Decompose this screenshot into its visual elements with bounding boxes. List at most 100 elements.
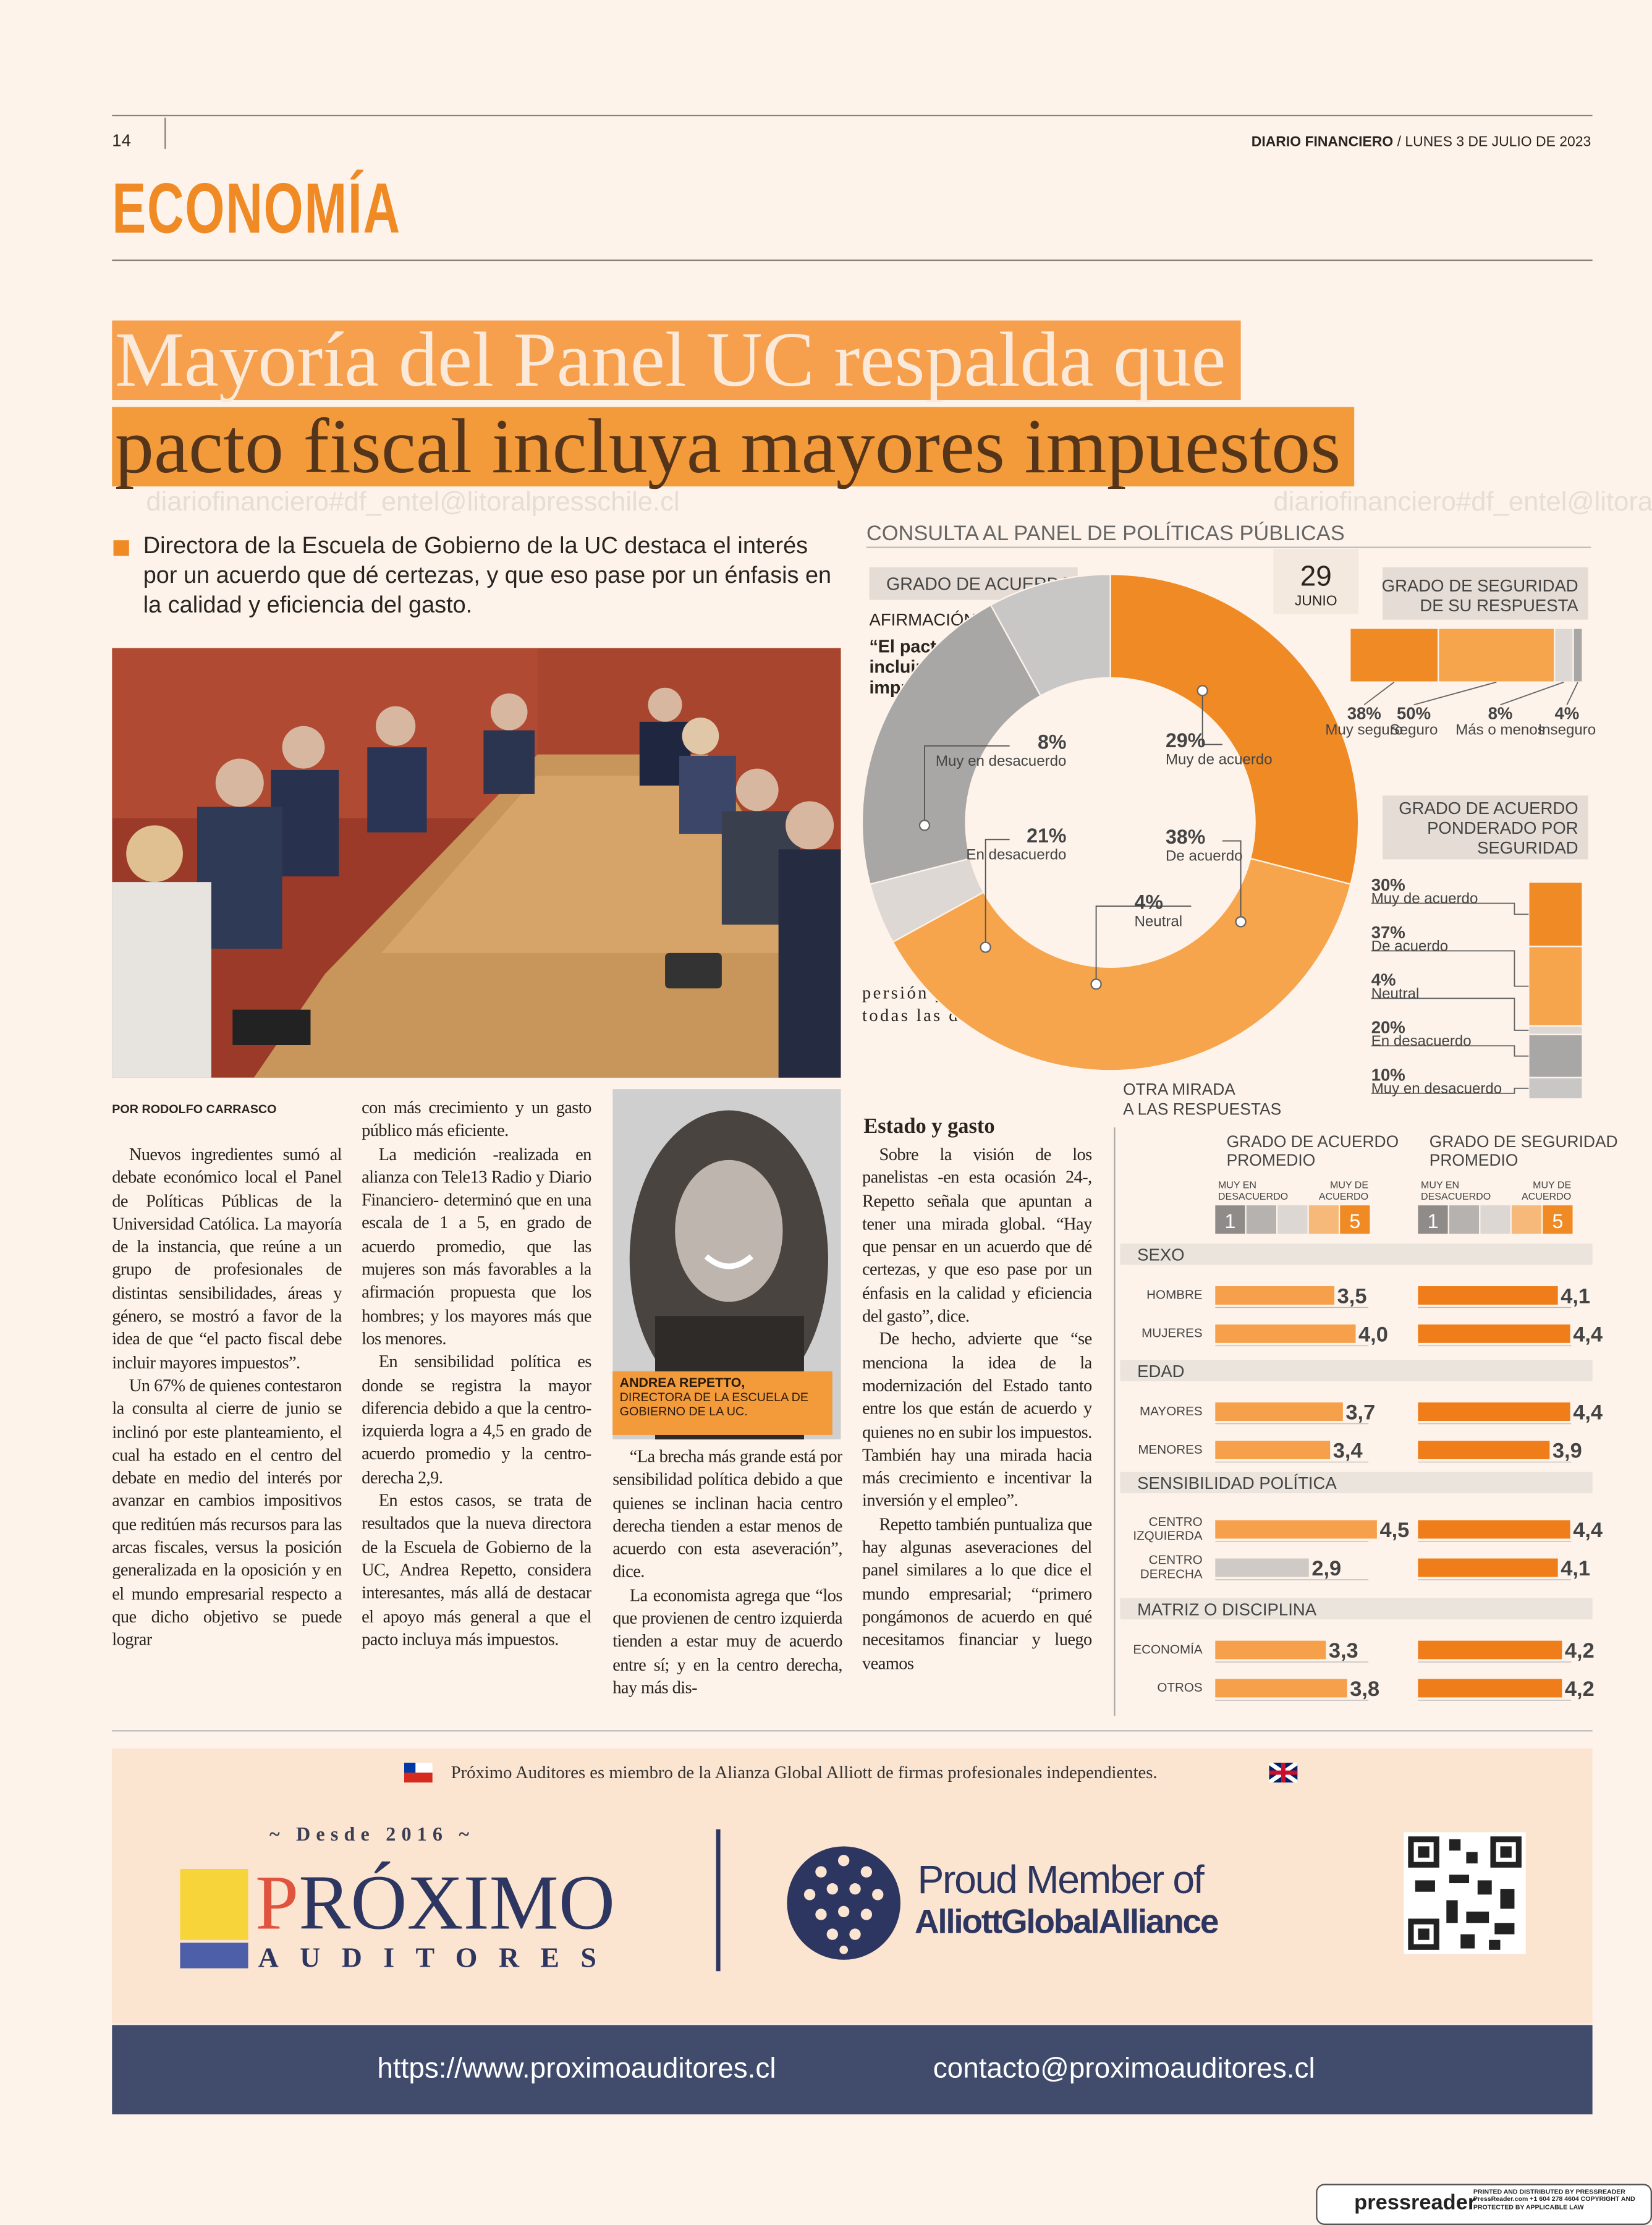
- bar: [1418, 1558, 1558, 1577]
- title-line: A LAS RESPUESTAS: [1123, 1100, 1281, 1118]
- leader-dot: [980, 941, 991, 953]
- bar-value: 4,2: [1565, 1639, 1595, 1663]
- donut-segment: [861, 604, 1042, 886]
- bar-value: 4,4: [1573, 1401, 1603, 1425]
- row-label: MUJERES: [1142, 1326, 1203, 1341]
- group-title: MATRIZ O DISCIPLINA: [1137, 1600, 1317, 1619]
- text-column: Nuevos ingredientes sumó al debate econó…: [112, 1143, 342, 1705]
- title-line: GRADO DE SEGURIDAD: [1382, 576, 1578, 595]
- date-day: 29: [1300, 560, 1332, 592]
- headline-line: Mayoría del Panel UC respalda que: [112, 320, 1240, 400]
- watermark: diariofinanciero#df_entel@litoralpressch…: [1273, 488, 1652, 518]
- bar-value: 3,8: [1350, 1677, 1379, 1701]
- bar-value: 3,4: [1333, 1439, 1363, 1463]
- value-label: 20%: [1371, 1017, 1405, 1036]
- bottom-rule: [112, 1730, 1593, 1732]
- leader-line: [924, 745, 1010, 826]
- bar-value: 3,7: [1345, 1401, 1375, 1425]
- category-label: En desacuerdo: [966, 846, 1066, 863]
- subheading: Estado y gasto: [863, 1116, 995, 1139]
- value-label: 37%: [1371, 923, 1405, 942]
- section-title: OTRA MIRADA A LAS RESPUESTAS: [1123, 1080, 1281, 1118]
- scale-line: DESACUERDO: [1218, 1191, 1288, 1202]
- advert-text: Próximo Auditores es miembro de la Alian…: [451, 1762, 1158, 1783]
- bar: [1215, 1441, 1331, 1459]
- title-line: PROMEDIO: [1430, 1151, 1519, 1169]
- advert-divider: [716, 1829, 721, 1972]
- scale-label: MUY DE ACUERDO: [1522, 1180, 1572, 1202]
- paragraph: Nuevos ingredientes sumó al debate econó…: [112, 1144, 342, 1373]
- advert-url[interactable]: https://www.proximoauditores.cl: [377, 2053, 776, 2085]
- date-box: [1273, 548, 1359, 614]
- lead: Directora de la Escuela de Gobierno de l…: [143, 533, 832, 619]
- bar: [1418, 1640, 1562, 1659]
- leader-dot: [918, 820, 931, 831]
- scale-box: [1308, 1205, 1339, 1234]
- value-label: 4%: [1371, 970, 1396, 990]
- logo-text: AUDITORES: [258, 1943, 618, 1974]
- title-line: GRADO DE ACUERDO: [1399, 799, 1578, 818]
- date: / LUNES 3 DE JULIO DE 2023: [1397, 134, 1591, 151]
- scale-min: 1: [1428, 1210, 1439, 1232]
- top-rule: [112, 114, 1593, 117]
- panel-title: GRADO DE ACUERDO PONDERADO POR SEGURIDAD: [1399, 799, 1578, 857]
- panel-title: GRADO DE ACUERDO PROMEDIO: [1227, 1132, 1399, 1169]
- bar: [1418, 1286, 1558, 1305]
- flag-icon: [1269, 1762, 1298, 1783]
- pressreader-note: PRINTED AND DISTRIBUTED BY PRESSREADER P…: [1473, 2188, 1635, 2211]
- title-line: OTRA MIRADA: [1123, 1080, 1235, 1098]
- logo-square: [180, 1943, 248, 1969]
- bar-value: 2,9: [1311, 1557, 1341, 1580]
- paragraph: “La brecha más grande está por sensibili…: [612, 1446, 842, 1582]
- text-column: con más crecimiento y un gasto público m…: [362, 1096, 591, 1705]
- value-label: 8%: [1488, 703, 1513, 723]
- scale-label: MUY EN DESACUERDO: [1218, 1180, 1288, 1202]
- category-label: Seguro: [1390, 722, 1438, 739]
- title-line: SEGURIDAD: [1477, 838, 1578, 857]
- stacked-bar: [1528, 1077, 1583, 1100]
- bar: [1215, 1286, 1335, 1305]
- paragraph: De hecho, advierte que “se menciona la i…: [862, 1329, 1092, 1511]
- bar: [1418, 1520, 1570, 1539]
- scale-max: 5: [1552, 1210, 1563, 1232]
- category-label: De acuerdo: [1166, 848, 1242, 865]
- panel-title-box: [1383, 795, 1588, 860]
- advert-text: AlliottGlobalAlliance: [914, 1903, 1219, 1942]
- value-label: 21%: [1027, 824, 1066, 847]
- title-line: PROMEDIO: [1227, 1151, 1316, 1169]
- page-divider: [164, 117, 166, 149]
- category-label: Muy de acuerdo: [1166, 752, 1273, 768]
- scale-box: [1277, 1205, 1308, 1234]
- group-title: SEXO: [1137, 1245, 1184, 1265]
- value-label: 4%: [1554, 703, 1579, 723]
- pressreader-brand: pressreader: [1354, 2190, 1476, 2215]
- logo-square: [180, 1869, 248, 1940]
- scale-label: MUY EN DESACUERDO: [1421, 1180, 1491, 1202]
- row-label: OTROS: [1157, 1680, 1202, 1695]
- category-label: Inseguro: [1538, 722, 1596, 739]
- value-label: 8%: [1038, 731, 1066, 753]
- bar: [1418, 1679, 1562, 1698]
- leader-line: [1371, 998, 1529, 1031]
- section-title: ECONOMÍA: [112, 169, 401, 248]
- leader-line: [1371, 950, 1529, 987]
- advert-email[interactable]: contacto@proximoauditores.cl: [933, 2053, 1315, 2085]
- scale-line: MUY EN: [1218, 1180, 1256, 1191]
- leader-dot: [1235, 916, 1247, 928]
- caption-name: ANDREA REPETTO,: [619, 1375, 745, 1390]
- scale-box: [1449, 1205, 1480, 1234]
- group-title: SENSIBILIDAD POLÍTICA: [1137, 1473, 1337, 1493]
- category-label: Muy de acuerdo: [1371, 891, 1478, 907]
- bar: [1215, 1558, 1309, 1577]
- lead-bullet: [113, 540, 129, 556]
- qr-code: [1404, 1832, 1526, 1954]
- bar-value: 4,1: [1561, 1557, 1590, 1580]
- scale-line: MUY DE: [1330, 1180, 1368, 1191]
- stacked-bar: [1528, 881, 1583, 947]
- watermark: diariofinanciero#df_entel@litoralpressch…: [146, 488, 680, 518]
- bar-value: 3,9: [1552, 1439, 1582, 1463]
- bar: [1418, 1402, 1570, 1422]
- paragraph: En estos casos, se trata de resultados q…: [362, 1490, 591, 1650]
- paragraph: En sensibilidad política es donde se reg…: [362, 1352, 591, 1488]
